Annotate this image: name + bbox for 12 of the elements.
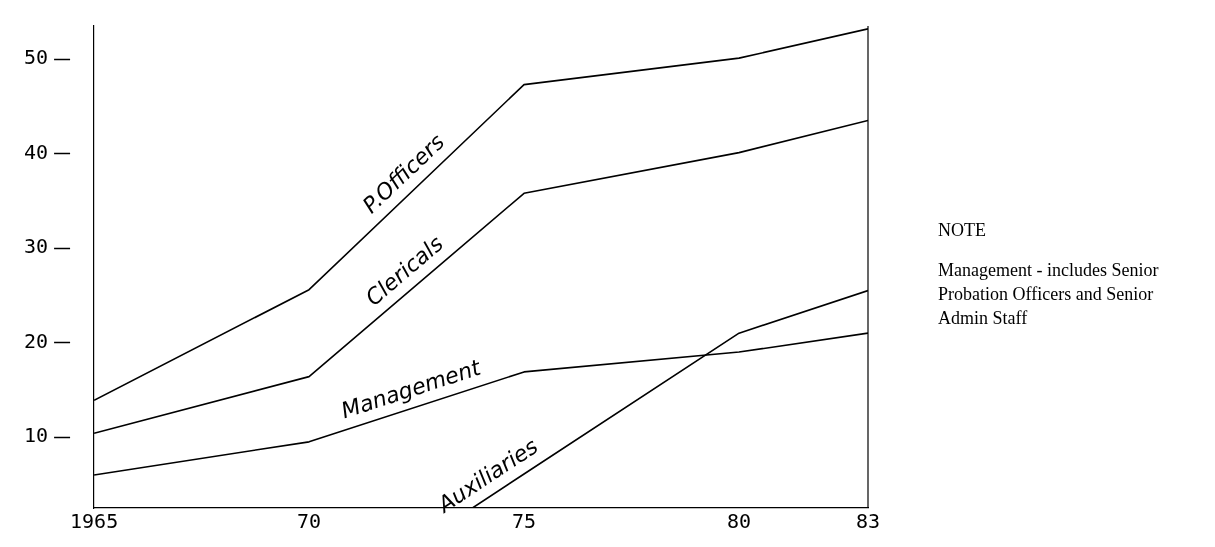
x-tick-label: 70 (297, 509, 322, 534)
y-tick-label: 40 (23, 139, 49, 164)
y-tick-label: 20 (23, 328, 49, 353)
x-tick-label: 1965 (70, 509, 119, 534)
x-tick-label: 83 (855, 509, 881, 534)
x-tick-label: 75 (511, 509, 537, 534)
y-tick-label: 10 (23, 423, 49, 448)
y-tick-label: 30 (23, 234, 49, 259)
x-tick-label: 80 (726, 509, 752, 534)
y-tick-label: 50 (23, 45, 49, 70)
text: Management - includes Senior Probation Officers and Senior Admin Staff (938, 259, 1160, 330)
text: NOTE (938, 219, 987, 242)
